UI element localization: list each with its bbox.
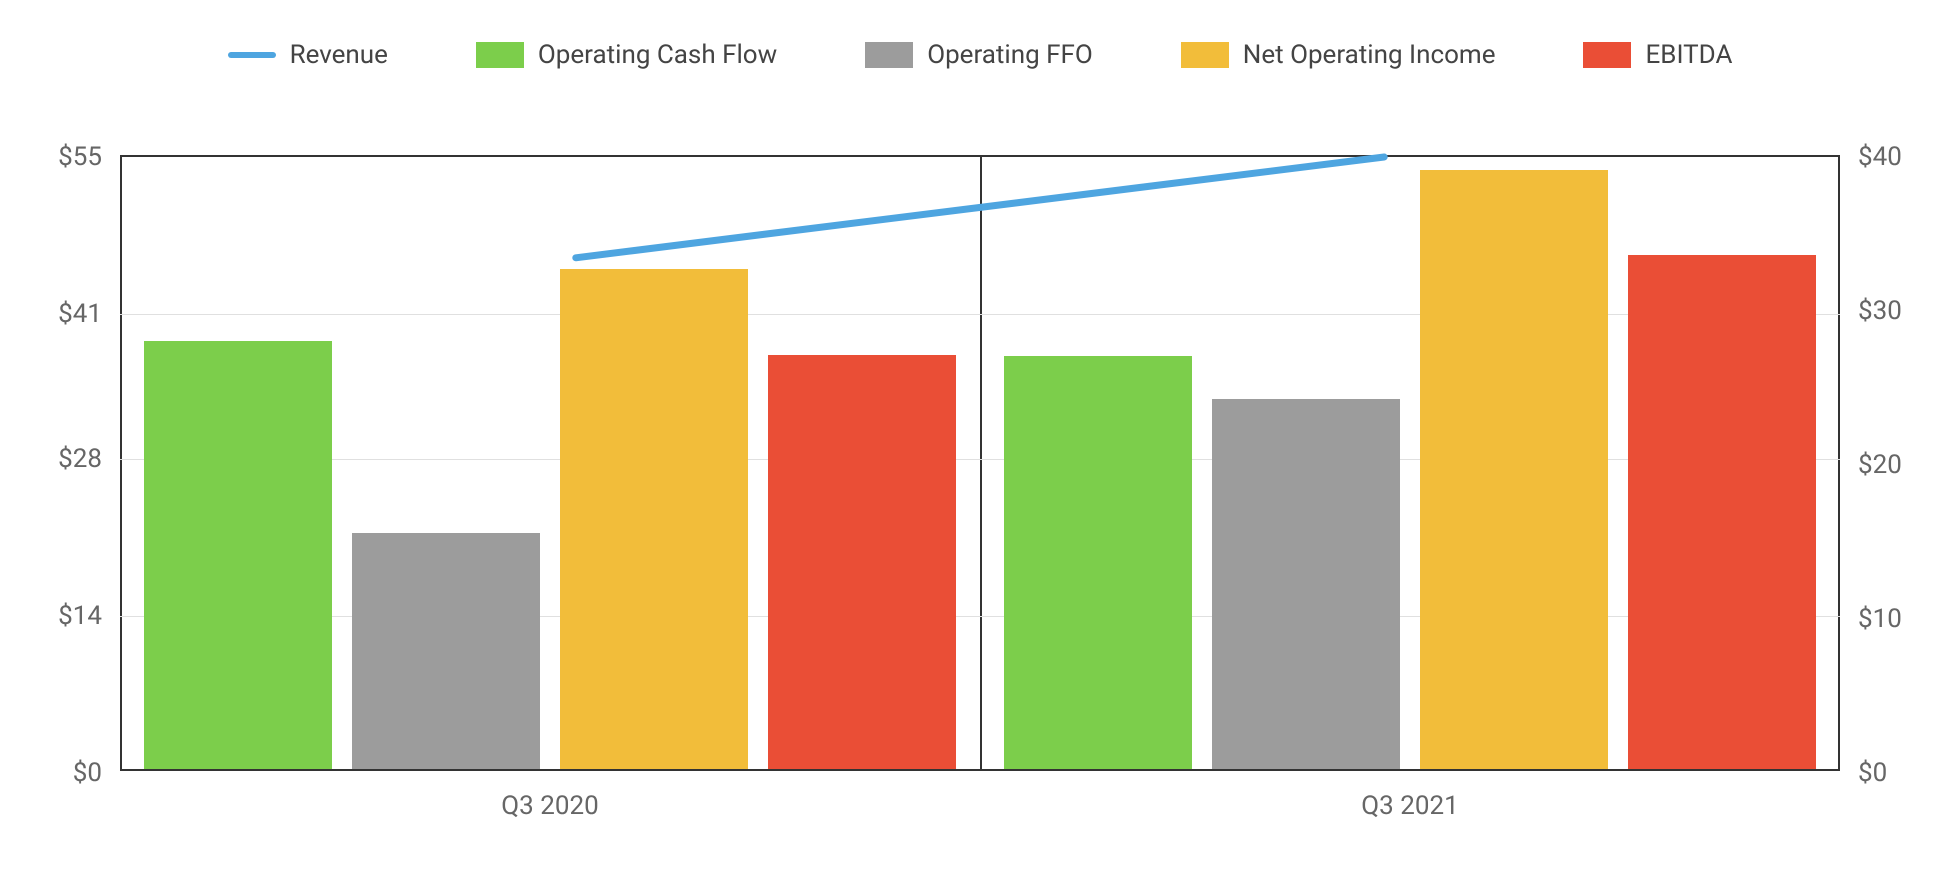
legend-label: Net Operating Income bbox=[1243, 40, 1496, 70]
bar bbox=[352, 533, 539, 769]
y-tick-right: $30 bbox=[1840, 296, 1902, 326]
legend-label: Operating FFO bbox=[927, 40, 1093, 70]
legend-bar-swatch bbox=[1181, 42, 1229, 68]
legend-item: Operating Cash Flow bbox=[476, 40, 777, 70]
y-tick-right: $10 bbox=[1840, 604, 1902, 634]
bar bbox=[1628, 255, 1815, 769]
legend-line-swatch bbox=[228, 52, 276, 58]
y-tick-right: $0 bbox=[1840, 758, 1887, 788]
y-tick-left: $14 bbox=[58, 601, 120, 631]
legend-item: EBITDA bbox=[1583, 40, 1732, 70]
y-tick-right: $40 bbox=[1840, 142, 1902, 172]
bar bbox=[768, 355, 955, 769]
legend-label: Revenue bbox=[290, 40, 388, 70]
y-tick-left: $55 bbox=[58, 142, 120, 172]
y-tick-right: $20 bbox=[1840, 450, 1902, 480]
legend-item: Operating FFO bbox=[865, 40, 1093, 70]
bar bbox=[560, 269, 747, 770]
legend-item: Revenue bbox=[228, 40, 388, 70]
legend: Revenue Operating Cash Flow Operating FFO N… bbox=[0, 40, 1960, 70]
x-tick-label: Q3 2021 bbox=[1361, 769, 1458, 821]
legend-bar-swatch bbox=[1583, 42, 1631, 68]
bar bbox=[1420, 170, 1607, 769]
legend-label: Operating Cash Flow bbox=[538, 40, 777, 70]
legend-label: EBITDA bbox=[1645, 40, 1732, 70]
legend-item: Net Operating Income bbox=[1181, 40, 1496, 70]
legend-bar-swatch bbox=[476, 42, 524, 68]
legend-bar-swatch bbox=[865, 42, 913, 68]
bar bbox=[144, 341, 331, 769]
bar bbox=[1212, 399, 1399, 769]
x-tick-label: Q3 2020 bbox=[501, 769, 598, 821]
financial-metrics-chart: Revenue Operating Cash Flow Operating FFO N… bbox=[0, 0, 1960, 876]
y-tick-left: $41 bbox=[58, 299, 120, 329]
y-tick-left: $28 bbox=[58, 444, 120, 474]
bar bbox=[1004, 356, 1191, 769]
plot-area: $0$14$28$41$55$0$10$20$30$40Q3 2020Q3 20… bbox=[120, 155, 1840, 771]
y-tick-left: $0 bbox=[73, 758, 120, 788]
